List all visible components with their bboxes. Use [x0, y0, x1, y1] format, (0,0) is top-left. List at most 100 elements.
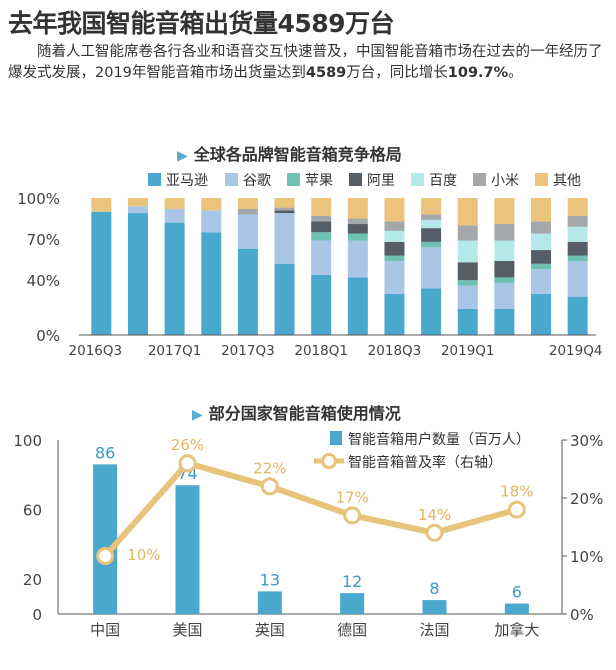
penetration-label: 26%	[171, 436, 204, 454]
bar-segment	[384, 230, 405, 242]
x-tick-label: 2019Q1	[441, 343, 495, 359]
bar-segment	[347, 198, 368, 219]
user-bar	[175, 485, 200, 614]
penetration-label: 14%	[418, 506, 451, 524]
bar-segment	[531, 293, 552, 335]
triangle-icon: ▶	[177, 148, 188, 164]
bar-segment	[457, 280, 478, 286]
bar-segment	[311, 240, 332, 275]
penetration-point	[96, 547, 115, 565]
bar-segment	[421, 241, 442, 248]
penetration-label: 18%	[500, 483, 533, 501]
country-label: 德国	[337, 621, 367, 639]
country-label: 法国	[419, 621, 449, 639]
bar-segment	[164, 222, 185, 335]
bar-segment	[237, 214, 258, 249]
legend-swatch	[535, 173, 548, 186]
y-right-tick-label: 10%	[570, 548, 603, 566]
bar-segment	[457, 285, 478, 309]
legend-item: 亚马逊	[148, 173, 208, 189]
bar-segment	[494, 261, 515, 278]
x-tick-label: 2018Q3	[368, 343, 422, 359]
bar-segment	[421, 228, 442, 242]
bar-segment	[384, 293, 405, 335]
legend-item: 智能音箱普及率（右轴）	[314, 453, 502, 471]
bar-segment	[384, 221, 405, 231]
y-tick-label: 0%	[36, 327, 60, 345]
bar-segment	[164, 198, 185, 209]
user-bar	[257, 591, 282, 614]
bar-segment	[421, 219, 442, 229]
penetration-label: 22%	[253, 459, 286, 477]
legend-label: 苹果	[305, 173, 333, 189]
bar-segment	[567, 241, 588, 256]
bar-segment	[567, 255, 588, 262]
legend-label: 智能音箱用户数量（百万人）	[348, 431, 530, 448]
bar-segment	[494, 277, 515, 283]
bar-segment	[274, 207, 295, 211]
bar-segment	[127, 206, 148, 214]
penetration-label: 17%	[335, 488, 368, 506]
bar-segment	[567, 296, 588, 335]
penetration-point	[425, 523, 444, 542]
bar-segment	[421, 288, 442, 335]
bar-segment	[494, 308, 515, 335]
legend-swatch	[411, 173, 424, 186]
legend-item: 百度	[411, 173, 457, 189]
bar-segment	[494, 240, 515, 262]
country-label: 美国	[172, 621, 202, 639]
bar-segment	[311, 274, 332, 335]
x-tick-label: 2016Q3	[69, 343, 123, 359]
user-bar-label: 86	[95, 443, 115, 462]
chart1-title-text: 全球各品牌智能音箱竞争格局	[193, 145, 402, 164]
x-tick-label: 2017Q3	[221, 343, 275, 359]
legend-label: 小米	[491, 173, 519, 189]
penetration-point	[178, 454, 197, 473]
bar-segment	[311, 221, 332, 233]
intro-shipments: 4589	[305, 65, 347, 81]
legend-swatch	[225, 173, 238, 186]
bar-segment	[531, 221, 552, 234]
user-bar-label: 12	[342, 572, 362, 591]
legend-label: 智能音箱普及率（右轴）	[348, 454, 502, 471]
bar-segment	[421, 214, 442, 220]
bar-segment	[274, 263, 295, 335]
bar-segment	[311, 198, 332, 216]
bar-segment	[311, 232, 332, 241]
country-label: 英国	[255, 621, 285, 639]
headline: 去年我国智能音箱出货量4589万台	[8, 9, 395, 38]
bar-segment	[91, 198, 112, 212]
y-left-tick-label: 100	[13, 432, 42, 450]
bar-segment	[567, 261, 588, 297]
legend-label: 百度	[429, 173, 457, 189]
legend-label: 亚马逊	[166, 173, 208, 189]
y-right-tick-label: 0%	[570, 606, 594, 624]
legend-item: 小米	[473, 173, 519, 189]
legend-item: 其他	[535, 173, 581, 189]
bar-segment	[237, 198, 258, 209]
x-tick-label: 2017Q1	[148, 343, 202, 359]
legend-swatch	[287, 173, 300, 186]
x-tick-label: 2019Q4	[549, 343, 603, 359]
x-tick-label: 2018Q1	[294, 343, 348, 359]
user-bar	[422, 600, 447, 614]
bar-segment	[347, 218, 368, 225]
intro-paragraph: 随着人工智能席卷各行各业和语音交互快速普及，中国智能音箱市场在过去的一年经历了爆…	[8, 42, 608, 84]
bar-segment	[421, 247, 442, 289]
user-bar-label: 13	[260, 570, 280, 589]
bar-segment	[237, 208, 258, 215]
country-label: 中国	[90, 621, 120, 639]
bar-segment	[567, 198, 588, 216]
bar-segment	[567, 215, 588, 227]
y-left-tick-label: 20	[23, 571, 42, 589]
bar-segment	[494, 198, 515, 225]
penetration-point	[507, 500, 526, 519]
bar-segment	[384, 241, 405, 256]
legend-label: 谷歌	[243, 173, 271, 189]
bar-segment	[531, 263, 552, 270]
bar-segment	[274, 213, 295, 264]
penetration-label: 10%	[127, 546, 160, 564]
y-left-tick-label: 60	[23, 502, 42, 520]
bar-segment	[201, 232, 222, 335]
user-bar	[93, 464, 118, 614]
